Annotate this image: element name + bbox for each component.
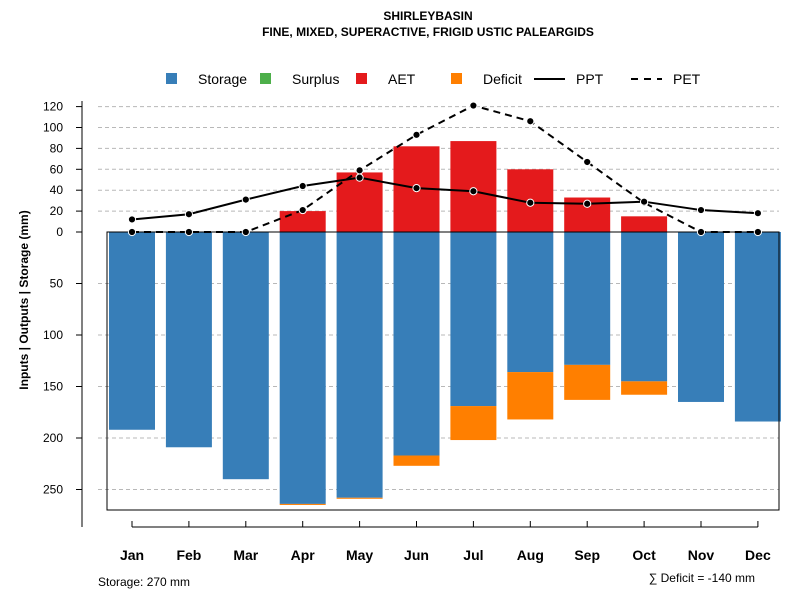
aet-bar (336, 172, 383, 232)
x-tick-label: Jun (404, 547, 429, 563)
ppt-point (753, 209, 763, 218)
deficit-bar (564, 364, 611, 400)
legend: Storage Surplus AET Deficit PPT PET (166, 71, 701, 87)
storage-bar (222, 232, 269, 480)
storage-bar (279, 232, 326, 504)
storage-bar (450, 232, 497, 407)
x-tick-label: Jul (463, 547, 483, 563)
ppt-point (241, 195, 250, 204)
pet-point (127, 227, 137, 237)
storage-bar (507, 232, 554, 373)
y-axis-label: Inputs | Outputs | Storage (mm) (17, 210, 31, 389)
legend-label-deficit: Deficit (483, 71, 522, 87)
x-tick-label: Dec (745, 547, 771, 563)
legend-label-aet: AET (388, 71, 416, 87)
x-tick-label: Mar (233, 547, 258, 563)
pet-point (241, 227, 250, 237)
y-tick-label: 40 (50, 183, 64, 197)
pet-point (526, 117, 535, 126)
storage-bar (678, 232, 724, 402)
pet-point (696, 227, 706, 237)
storage-bar (165, 232, 212, 448)
y-tick-label: 150 (43, 380, 63, 394)
ppt-point (640, 197, 649, 206)
storage-bar (109, 232, 155, 430)
storage-bar (393, 232, 440, 456)
chart-title: SHIRLEYBASIN (383, 9, 472, 23)
storage-bar (336, 232, 383, 498)
ppt-point (298, 181, 307, 191)
y-tick-label: 60 (50, 162, 64, 176)
x-tick-label: Sep (574, 547, 600, 563)
deficit-bar (279, 503, 326, 505)
y-tick-label: 50 (50, 277, 64, 291)
legend-label-ppt: PPT (576, 71, 604, 87)
x-tick-label: Aug (517, 547, 544, 563)
deficit-bar (393, 455, 440, 466)
legend-swatch-deficit (451, 73, 462, 84)
x-tick-label: Feb (176, 547, 201, 563)
ppt-point (526, 198, 535, 207)
pet-point (355, 166, 364, 175)
aet-bar (621, 216, 668, 232)
x-tick-label: May (346, 547, 373, 563)
x-tick-label: Nov (688, 547, 715, 563)
ppt-point (355, 173, 364, 182)
pet-line (132, 104, 758, 233)
ppt-point (469, 187, 478, 196)
pet-point (753, 227, 763, 237)
storage-bar (734, 232, 781, 422)
ppt-point (583, 199, 592, 208)
axes: 0 20 40 60 80 100 120 50 100 150 200 250 Jan Feb Mar Ap… (43, 100, 771, 563)
ppt-point (184, 210, 193, 219)
storage-footer: Storage: 270 mm (98, 575, 190, 589)
ppt-line (131, 176, 758, 221)
deficit-bar (336, 497, 383, 499)
chart-subtitle: FINE, MIXED, SUPERACTIVE, FRIGID USTIC P… (262, 25, 594, 39)
legend-swatch-storage (166, 73, 177, 84)
x-tick-label: Apr (291, 547, 316, 563)
ppt-point (127, 215, 137, 224)
legend-label-pet: PET (673, 71, 701, 87)
y-tick-label: 250 (43, 483, 63, 497)
ppt-pet-lines (127, 101, 763, 237)
legend-swatch-aet (356, 73, 367, 84)
y-tick-label: 100 (43, 328, 63, 342)
storage-bar (564, 232, 611, 365)
y-tick-label: 80 (50, 141, 64, 155)
deficit-footer: ∑ Deficit = -140 mm (649, 571, 755, 585)
y-tick-label: 20 (50, 204, 64, 218)
x-tick-label: Jan (120, 547, 144, 563)
deficit-bar (621, 381, 668, 395)
legend-swatch-surplus (260, 73, 271, 84)
y-tick-label: 0 (56, 225, 63, 239)
pet-point (583, 157, 592, 167)
pet-point (412, 130, 421, 139)
pet-point (298, 205, 307, 215)
x-tick-label: Oct (632, 547, 656, 563)
aet-bar (450, 141, 497, 232)
y-tick-label: 100 (43, 121, 63, 135)
ppt-point (696, 205, 706, 215)
pet-point (469, 101, 478, 110)
aet-bar (279, 211, 326, 232)
bars (109, 141, 781, 505)
deficit-bar (507, 372, 554, 420)
deficit-bar (450, 406, 497, 441)
legend-label-surplus: Surplus (292, 71, 339, 87)
pet-point (184, 227, 193, 237)
legend-label-storage: Storage (198, 71, 247, 87)
storage-bar (621, 232, 668, 382)
y-tick-label: 200 (43, 431, 63, 445)
ppt-point (412, 184, 421, 193)
y-tick-label: 120 (43, 100, 63, 114)
